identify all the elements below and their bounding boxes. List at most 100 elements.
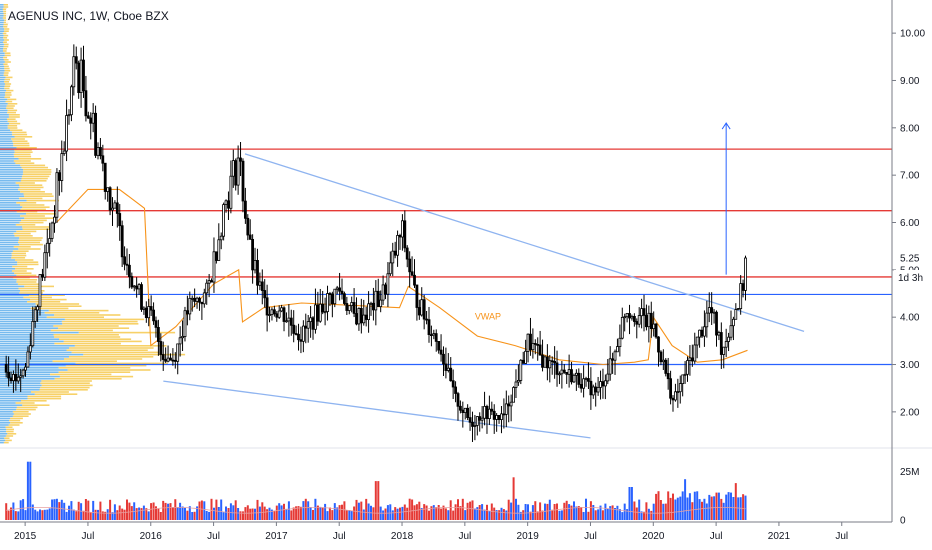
- volume-bar: [5, 503, 8, 520]
- candle: [282, 307, 286, 322]
- profile-bar-blue: [0, 206, 23, 208]
- volume-bar: [592, 505, 595, 520]
- volume-bar: [428, 510, 430, 520]
- profile-bar-blue: [0, 184, 19, 186]
- candle: [316, 304, 320, 322]
- volume-bar: [138, 507, 141, 520]
- profile-bar-blue: [0, 105, 7, 107]
- volume-bar: [469, 501, 472, 520]
- volume-bar: [31, 504, 34, 520]
- profile-bar-yellow: [4, 437, 10, 439]
- candle: [362, 314, 366, 324]
- volume-bar: [275, 505, 278, 520]
- volume-bar: [464, 510, 467, 520]
- profile-bar-blue: [0, 433, 8, 435]
- candle: [125, 263, 129, 266]
- profile-bar-blue: [0, 268, 16, 270]
- profile-bar-blue: [0, 301, 28, 303]
- volume-bar: [256, 499, 259, 520]
- candle: [188, 297, 192, 315]
- candle: [732, 318, 735, 327]
- profile-bar-yellow: [7, 111, 16, 114]
- profile-bar-blue: [0, 213, 27, 215]
- volume-ma: [6, 506, 746, 514]
- candle: [391, 250, 395, 264]
- profile-bar-yellow: [4, 28, 10, 30]
- candle: [4, 364, 8, 373]
- volume-bar: [348, 510, 351, 520]
- trendline: [163, 380, 591, 439]
- candle: [734, 309, 738, 320]
- profile-bar-blue: [0, 193, 24, 195]
- volume-bar: [70, 501, 73, 520]
- candle: [369, 302, 373, 305]
- candle: [272, 309, 276, 315]
- volume-bar: [186, 510, 189, 520]
- profile-bar-blue: [0, 186, 20, 189]
- profile-bar-blue: [0, 259, 15, 261]
- volume-bar: [19, 500, 22, 520]
- volume-bar: [565, 500, 568, 520]
- volume-bar: [46, 509, 49, 520]
- profile-bar-blue: [0, 270, 12, 272]
- candle: [70, 86, 73, 116]
- profile-bar-yellow: [54, 336, 121, 338]
- volume-bar: [53, 499, 56, 520]
- volume-bar: [295, 506, 298, 520]
- profile-bar-blue: [0, 422, 11, 424]
- volume-bar: [539, 502, 542, 520]
- candle: [65, 115, 68, 152]
- profile-bar-blue: [0, 283, 18, 285]
- profile-bar-blue: [0, 199, 27, 202]
- volume-bar: [705, 503, 708, 520]
- candle: [181, 335, 185, 339]
- x-tick-label: 2021: [768, 531, 791, 542]
- candle: [536, 343, 540, 346]
- candle: [454, 386, 458, 394]
- candle: [200, 301, 204, 305]
- volume-bar: [283, 503, 285, 520]
- candle: [258, 281, 262, 286]
- profile-bar-blue: [0, 177, 22, 180]
- volume-bar: [150, 503, 153, 520]
- profile-bar-yellow: [3, 43, 9, 46]
- profile-bar-yellow: [6, 430, 14, 433]
- volume-bar: [442, 505, 445, 520]
- candle: [313, 304, 317, 330]
- candle: [256, 259, 259, 286]
- candle: [108, 187, 112, 211]
- profile-bar-blue: [0, 430, 7, 433]
- volume-bar: [251, 508, 254, 520]
- candle: [717, 332, 721, 336]
- volume-bar: [68, 505, 70, 520]
- candle: [446, 367, 450, 371]
- candle: [86, 115, 90, 119]
- profile-bar-blue: [0, 116, 9, 118]
- profile-bar-yellow: [8, 424, 20, 426]
- volume-bar: [614, 508, 616, 520]
- candle: [335, 287, 339, 290]
- candle: [507, 403, 511, 407]
- volume-bar: [258, 506, 261, 520]
- profile-bar-blue: [0, 364, 66, 367]
- volume-bar: [396, 508, 399, 520]
- profile-bar-yellow: [2, 17, 7, 19]
- profile-bar-yellow: [54, 342, 121, 345]
- volume-bar: [573, 501, 575, 520]
- volume-bar: [500, 507, 503, 520]
- volume-bar: [227, 508, 230, 520]
- candle: [410, 271, 414, 276]
- volume-bar: [242, 511, 244, 520]
- volume-bar: [519, 511, 522, 520]
- candle: [28, 345, 32, 353]
- profile-bar-yellow: [3, 59, 9, 61]
- profile-bar-yellow: [3, 12, 8, 15]
- candle: [277, 310, 281, 318]
- volume-bar: [367, 503, 370, 520]
- profile-bar-blue: [0, 369, 68, 371]
- profile-bar-yellow: [16, 274, 37, 277]
- volume-bar: [304, 498, 307, 520]
- profile-bar-blue: [0, 221, 20, 224]
- candle: [480, 417, 484, 421]
